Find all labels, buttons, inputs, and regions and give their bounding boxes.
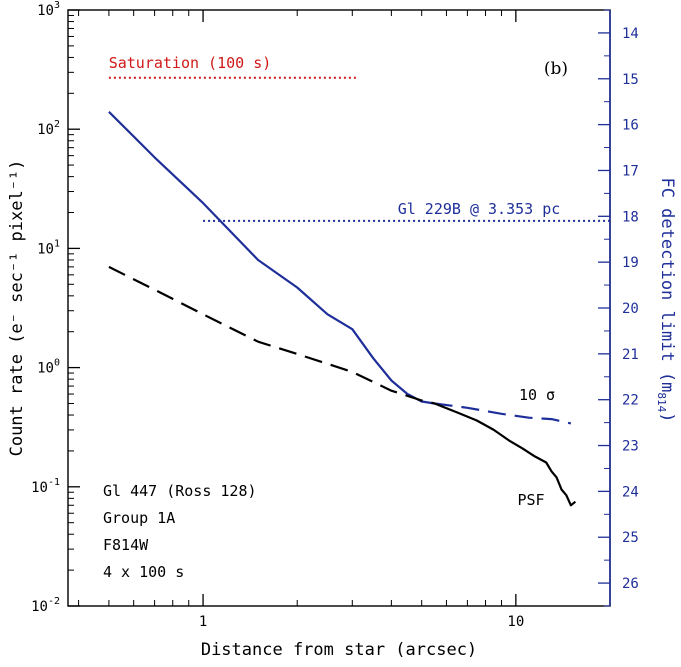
right-label-subscript: 814 xyxy=(655,392,668,412)
y-tick-label-left: 101 xyxy=(37,238,60,257)
y-tick-label-left: 102 xyxy=(37,119,60,138)
x-tick-label: 1 xyxy=(199,614,207,630)
info-line-1: Gl 447 (Ross 128) xyxy=(103,482,257,500)
gl229b-label: Gl 229B @ 3.353 pc xyxy=(398,200,561,218)
reference-lines xyxy=(108,76,610,222)
y-tick-label-right: 17 xyxy=(622,163,639,179)
y-tick-label-left: 10-2 xyxy=(31,596,60,615)
y-tick-label-left: 103 xyxy=(37,0,60,19)
y-tick-label-right: 26 xyxy=(622,576,639,592)
ten-sigma-label: 10 σ xyxy=(519,386,555,404)
y-tick-label-left: 100 xyxy=(37,358,60,377)
x-tick-label: 10 xyxy=(507,614,524,630)
series-line-3 xyxy=(434,402,577,507)
y-tick-label-right: 18 xyxy=(622,209,639,225)
info-line-4: 4 x 100 s xyxy=(103,563,184,581)
saturation-label: Saturation (100 s) xyxy=(109,54,272,72)
y-tick-label-left: 10-1 xyxy=(31,477,60,496)
y-tick-label-right: 22 xyxy=(622,393,639,409)
y-tick-label-right: 25 xyxy=(622,530,639,546)
series-line-0 xyxy=(108,111,435,405)
panel-label: (b) xyxy=(544,59,568,79)
ticks-layer: 103 102 101 100 10-1 10-2 1 10 14 15 16 17 18 19 20 21 2… xyxy=(31,0,639,630)
y-tick-label-right: 21 xyxy=(622,347,639,363)
y-tick-label-right: 15 xyxy=(622,72,639,88)
y-axis-label-right: FC detection limit (m814) xyxy=(655,177,677,422)
info-line-3: F814W xyxy=(103,536,149,554)
info-line-2: Group 1A xyxy=(103,509,175,527)
series-line-1 xyxy=(434,402,572,425)
y-tick-label-right: 23 xyxy=(622,439,639,455)
y-tick-label-right: 16 xyxy=(622,118,639,134)
y-axis-label-left: Count rate (e⁻ sec⁻¹ pixel⁻¹) xyxy=(7,160,27,457)
series-layer xyxy=(108,111,577,507)
series-line-2 xyxy=(108,265,435,405)
y-tick-label-right: 24 xyxy=(622,484,639,500)
psf-label: PSF xyxy=(517,491,544,509)
x-axis-label: Distance from star (arcsec) xyxy=(201,640,477,660)
y-tick-label-right: 14 xyxy=(622,26,639,42)
y-tick-label-right: 19 xyxy=(622,255,639,271)
y-tick-label-right: 20 xyxy=(622,301,639,317)
